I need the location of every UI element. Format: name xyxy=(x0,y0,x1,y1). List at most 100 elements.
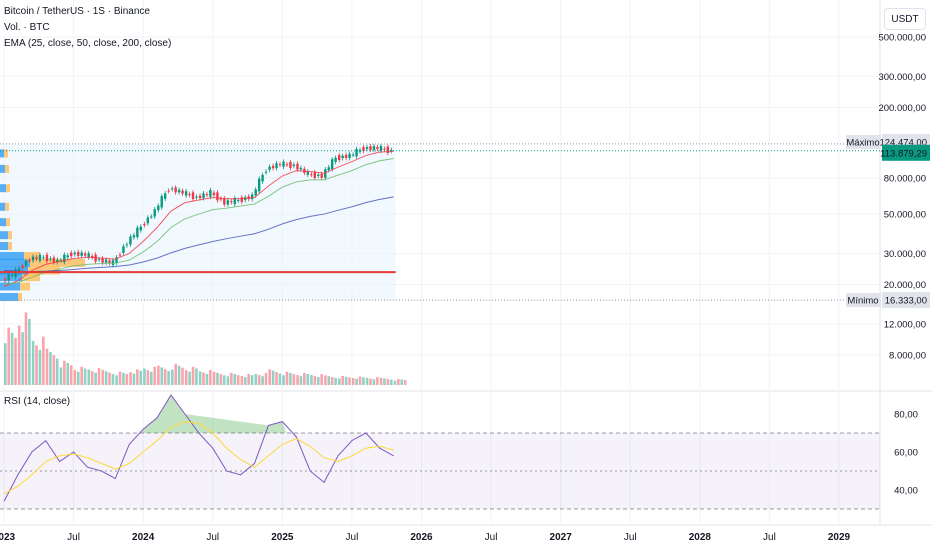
price-tick-label: 8.000,00 xyxy=(889,351,926,362)
rsi-legend[interactable]: RSI (14, close) xyxy=(4,396,71,407)
max-tag-bg xyxy=(846,134,881,149)
volume-bar xyxy=(389,379,393,385)
volume-bar xyxy=(216,372,219,385)
candle-body xyxy=(24,260,28,267)
volume-bar xyxy=(80,366,83,385)
candle-body xyxy=(35,257,38,259)
price-tick-label: 200.000,00 xyxy=(878,103,926,114)
time-tick-label: Jul xyxy=(485,532,498,543)
candle-body xyxy=(31,256,35,261)
volume-bar xyxy=(403,380,407,385)
candle-body xyxy=(338,155,341,161)
volume-profile-down xyxy=(5,202,9,211)
rsi-ma-line xyxy=(3,421,394,495)
candle-body xyxy=(143,223,146,226)
volume-profile-up xyxy=(0,231,8,240)
ema-legend[interactable]: EMA (25, close, 50, close, 200, close) xyxy=(4,38,172,49)
volume-bar xyxy=(261,376,264,385)
range-highlight xyxy=(0,143,396,301)
volume-bar xyxy=(149,371,153,385)
candle-body xyxy=(212,192,216,196)
volume-bar xyxy=(209,369,212,385)
candle-body xyxy=(369,146,372,150)
candle-body xyxy=(181,190,184,194)
volume-bar xyxy=(351,378,355,385)
candle-body xyxy=(101,258,104,263)
volume-bar xyxy=(59,367,63,385)
price-axis[interactable]: 500.000,00 300.000,00 200.000,00 80.000,00 5… xyxy=(846,33,930,362)
volume-bar xyxy=(250,375,254,385)
volume-bar xyxy=(278,373,282,385)
candle-body xyxy=(195,196,198,198)
volume-bar xyxy=(4,343,7,385)
candle-body xyxy=(299,167,303,170)
candle-body xyxy=(80,252,83,256)
price-tick-label: 20.000,00 xyxy=(884,280,926,291)
volume-bar xyxy=(42,336,45,385)
volume-bar xyxy=(299,376,303,385)
ema-line-ema200 xyxy=(3,196,394,272)
volume-bar xyxy=(76,371,80,385)
volume-bar xyxy=(195,368,198,385)
volume-bar xyxy=(320,374,323,385)
candle-body xyxy=(28,259,31,261)
candle-body xyxy=(87,253,90,258)
volume-bar xyxy=(324,375,327,385)
volume-legend[interactable]: Vol. · BTC xyxy=(4,22,50,33)
volume-bar xyxy=(63,360,66,385)
volume-profile-down xyxy=(20,282,30,291)
candle-body xyxy=(344,154,348,158)
volume-bars xyxy=(4,312,407,385)
candle-body xyxy=(310,174,313,176)
volume-bar xyxy=(45,348,49,385)
volume-bar xyxy=(146,370,150,385)
volume-bar xyxy=(49,352,52,385)
volume-bar xyxy=(188,371,191,385)
volume-bar xyxy=(83,368,87,385)
time-tick-label: 2029 xyxy=(828,532,851,543)
candle-body xyxy=(386,146,390,153)
range-box xyxy=(0,143,396,301)
candle-body xyxy=(7,274,10,281)
candle-body xyxy=(205,194,209,196)
candle-body xyxy=(268,166,271,170)
candle-body xyxy=(111,260,115,265)
candle-body xyxy=(132,235,136,238)
volume-bar xyxy=(125,374,129,385)
candle-body xyxy=(390,149,393,152)
currency-button[interactable]: USDT xyxy=(884,8,926,30)
volume-profile-down xyxy=(6,218,10,227)
volume-bar xyxy=(205,374,209,385)
price-levels xyxy=(0,143,880,301)
volume-profile-down xyxy=(18,293,22,302)
candle-body xyxy=(83,253,87,256)
candle-body xyxy=(348,153,351,158)
volume-bar xyxy=(400,379,404,385)
candle-body xyxy=(327,167,330,171)
volume-profile-down xyxy=(24,251,40,260)
volume-bar xyxy=(365,377,369,385)
volume-bar xyxy=(198,371,202,385)
volume-bar xyxy=(397,378,400,385)
candle-body xyxy=(45,254,49,262)
min-value: 16.333,00 xyxy=(885,296,927,307)
min-tag-label: Mínimo xyxy=(847,296,878,307)
volume-bar xyxy=(271,370,275,385)
time-axis[interactable]: 2023 Jul 2024 Jul 2025 Jul 2026 Jul 2027 Jul 2028 J… xyxy=(0,532,851,543)
rsi-axis[interactable]: 80,00 60,00 40,00 xyxy=(894,410,918,497)
volume-profile-down xyxy=(8,231,12,240)
volume-bar xyxy=(132,373,136,385)
volume-profile-down xyxy=(28,266,60,275)
volume-profile-up xyxy=(0,184,6,193)
volume-bar xyxy=(355,378,358,385)
volume-bar xyxy=(285,371,289,385)
volume-bar xyxy=(160,367,164,385)
volume-bar xyxy=(143,368,146,385)
volume-bar xyxy=(10,332,14,385)
ema-line-ema50 xyxy=(3,158,394,286)
volume-profile-up xyxy=(0,242,8,251)
symbol-legend[interactable]: Bitcoin / TetherUS · 1S · Binance xyxy=(4,6,150,17)
volume-bar xyxy=(108,372,111,385)
candle-body xyxy=(230,201,233,203)
